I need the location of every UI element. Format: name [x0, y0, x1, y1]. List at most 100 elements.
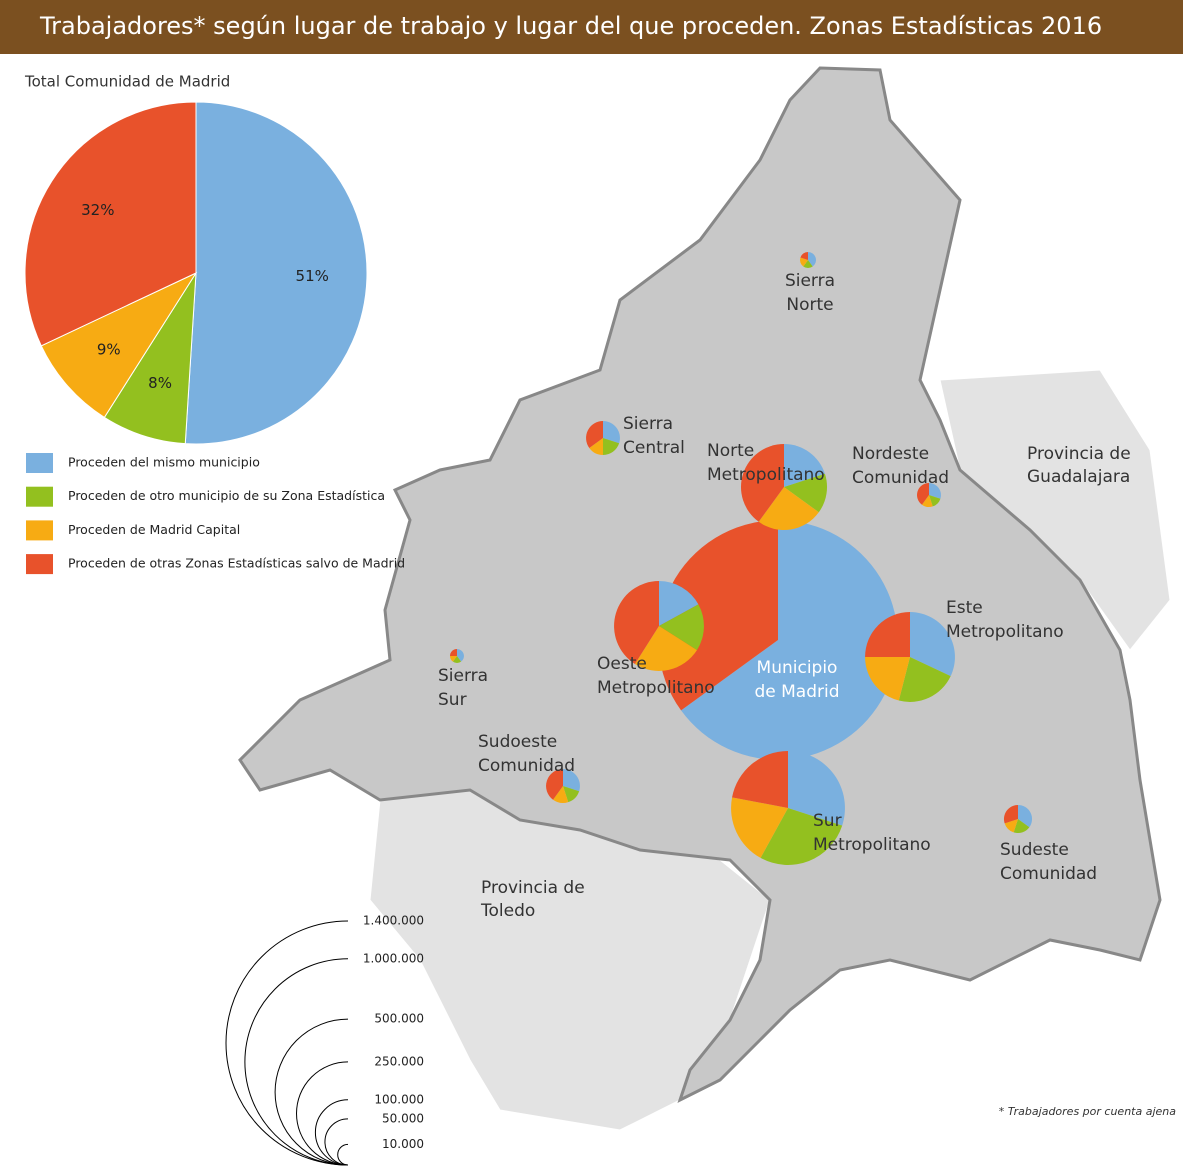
- pie-slice: [800, 252, 808, 260]
- size-circle: [225, 920, 349, 1166]
- pie-slice: [740, 443, 784, 522]
- pie-slice: [788, 751, 845, 826]
- zone-label: Norte: [786, 295, 833, 315]
- pie-slice: [865, 612, 910, 657]
- pie-slice: [1018, 804, 1033, 828]
- size-label: 500.000: [374, 1012, 424, 1026]
- pie-slice: [758, 487, 819, 531]
- region-label: Toledo: [480, 901, 535, 921]
- pie-slice: [784, 473, 828, 513]
- region-label: Guadalajara: [1027, 467, 1130, 487]
- pie-slice: [24, 101, 197, 347]
- pie-slice: [658, 520, 778, 711]
- pie-slice: [1003, 804, 1018, 824]
- pie-slice: [921, 495, 933, 507]
- legend-swatch: [26, 520, 53, 541]
- pie-slice: [1013, 819, 1030, 834]
- pie-slice: [450, 649, 457, 656]
- pie-slice: [184, 101, 368, 445]
- zone-label: Metropolitano: [813, 835, 931, 855]
- pie-slice: [681, 520, 898, 760]
- zone-label: Municipio: [757, 658, 838, 678]
- zone-label: Sierra: [623, 414, 673, 434]
- pie-slice: [929, 483, 941, 499]
- pie-slice: [808, 252, 816, 267]
- zone-label: Este: [946, 598, 983, 618]
- pie-slice: [865, 657, 910, 701]
- header-title: Trabajadores* según lugar de trabajo y l…: [39, 12, 1102, 40]
- zone-label: Sudeste: [1000, 840, 1069, 860]
- pie-slice: [614, 581, 659, 664]
- size-label: 10.000: [382, 1137, 424, 1151]
- size-label: 250.000: [374, 1054, 424, 1068]
- size-circle: [324, 1118, 349, 1166]
- pie-slice: [603, 421, 620, 444]
- pie-slice: [732, 751, 788, 808]
- pie-slice: [731, 797, 788, 858]
- footnote: * Trabajadores por cuenta ajena: [999, 1105, 1176, 1118]
- legend-label: Proceden del mismo municipio: [68, 455, 260, 470]
- slice-label: 51%: [296, 267, 329, 285]
- pie-slice: [603, 438, 620, 455]
- legend-label: Proceden de otras Zonas Estadísticas sal…: [68, 556, 405, 571]
- pie-slice: [929, 495, 941, 507]
- pie-slice: [452, 656, 462, 663]
- pie-title: Total Comunidad de Madrid: [24, 73, 230, 91]
- zone-label: Oeste: [597, 654, 647, 674]
- zone-label: Sierra: [438, 666, 488, 686]
- header-bar: [0, 0, 1183, 54]
- pie-slice: [659, 581, 699, 626]
- pie-slice: [659, 604, 704, 651]
- pie-slice: [803, 260, 813, 268]
- zone-label: de Madrid: [754, 682, 839, 702]
- pie-slice: [784, 443, 825, 487]
- legend-swatch: [26, 486, 53, 507]
- pie-slice: [40, 271, 198, 419]
- zone-label: Sur: [813, 811, 842, 831]
- slice-label: 8%: [148, 374, 172, 392]
- pie-slice: [800, 257, 808, 267]
- size-circle: [244, 958, 349, 1166]
- zone-label: Metropolitano: [946, 622, 1064, 642]
- legend-label: Proceden de otro municipio de su Zona Es…: [68, 488, 385, 503]
- zone-label: Norte: [707, 441, 754, 461]
- zone-label: Comunidad: [1000, 864, 1097, 884]
- legend-label: Proceden de Madrid Capital: [68, 522, 240, 537]
- pie-slice: [457, 649, 464, 662]
- pie-slice: [450, 656, 457, 662]
- size-circle: [337, 1143, 349, 1166]
- pie-slice: [917, 483, 929, 505]
- region-label: Provincia de: [481, 878, 585, 898]
- slice-label: 32%: [81, 201, 114, 219]
- zone-label: Metropolitano: [707, 465, 825, 485]
- zone-label: Central: [623, 438, 685, 458]
- zone-label: Sur: [438, 690, 467, 710]
- size-label: 50.000: [382, 1111, 424, 1125]
- zone-label: Sudoeste: [478, 732, 557, 752]
- pie-slice: [586, 421, 603, 448]
- zone-label: Comunidad: [852, 468, 949, 488]
- pie-slice: [546, 769, 563, 800]
- pie-slice: [563, 786, 580, 803]
- size-label: 1.000.000: [363, 951, 424, 965]
- size-circle: [274, 1018, 349, 1166]
- zone-label: Sierra: [785, 271, 835, 291]
- legend-swatch: [26, 453, 53, 473]
- zone-label: Metropolitano: [597, 678, 715, 698]
- pie-slice: [1004, 819, 1018, 833]
- zone-label: Comunidad: [478, 756, 575, 776]
- size-circle: [295, 1061, 349, 1166]
- size-circle: [315, 1099, 349, 1166]
- zone-label: Nordeste: [852, 444, 929, 464]
- pie-slice: [634, 626, 697, 671]
- pie-slice: [563, 769, 580, 792]
- slice-label: 9%: [97, 340, 121, 358]
- pie-slice: [898, 657, 951, 702]
- size-label: 100.000: [374, 1092, 424, 1106]
- region-label: Provincia de: [1027, 444, 1131, 464]
- pie-slice: [589, 438, 603, 455]
- pie-slice: [553, 786, 569, 803]
- legend-swatch: [26, 554, 53, 575]
